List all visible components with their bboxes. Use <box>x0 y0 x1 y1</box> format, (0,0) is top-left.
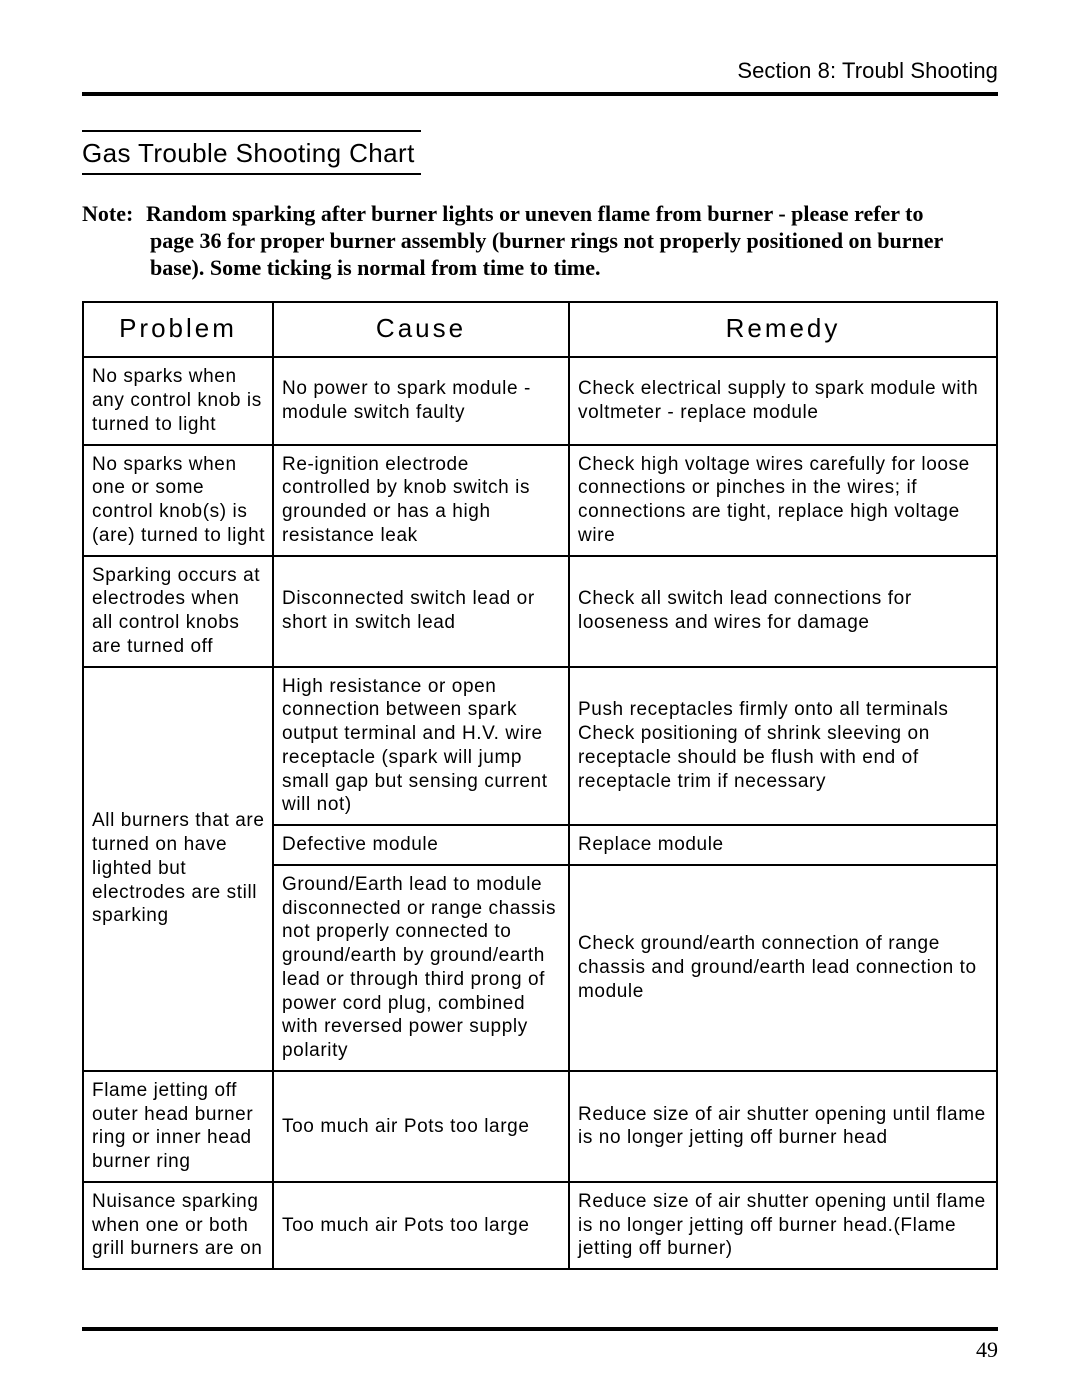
section-header: Section 8: Troubl Shooting <box>82 58 998 96</box>
cell-remedy: Check ground/earth connection of range c… <box>569 865 997 1071</box>
cell-remedy: Check electrical supply to spark module … <box>569 357 997 444</box>
cell-cause: Too much air Pots too large <box>273 1182 569 1269</box>
cell-problem: No sparks when any control knob is turne… <box>83 357 273 444</box>
cell-cause: Disconnected switch lead or short in swi… <box>273 556 569 667</box>
footer-rule <box>82 1327 998 1331</box>
cell-cause: Defective module <box>273 825 569 865</box>
cell-problem: Nuisance sparking when one or both grill… <box>83 1182 273 1269</box>
note-label: Note: <box>82 201 146 228</box>
cell-problem: All burners that are turned on have ligh… <box>83 667 273 1071</box>
table-row: No sparks when one or some control knob(… <box>83 445 997 556</box>
troubleshooting-table: Problem Cause Remedy No sparks when any … <box>82 301 998 1270</box>
table-row: No sparks when any control knob is turne… <box>83 357 997 444</box>
cell-remedy: Check high voltage wires carefully for l… <box>569 445 997 556</box>
table-row: All burners that are turned on have ligh… <box>83 667 997 826</box>
cell-remedy: Check all switch lead connections for lo… <box>569 556 997 667</box>
cell-cause: Too much air Pots too large <box>273 1071 569 1182</box>
table-row: Sparking occurs at electrodes when all c… <box>83 556 997 667</box>
cell-remedy: Push receptacles firmly onto all termina… <box>569 667 997 826</box>
col-header-cause: Cause <box>273 302 569 357</box>
note: Note:Random sparking after burner lights… <box>82 201 998 281</box>
cell-cause: High resistance or open connection betwe… <box>273 667 569 826</box>
note-line-3: base). Some ticking is normal from time … <box>150 255 998 282</box>
page: Section 8: Troubl Shooting Gas Trouble S… <box>0 0 1080 1397</box>
table-header-row: Problem Cause Remedy <box>83 302 997 357</box>
table-row: Flame jetting off outer head burner ring… <box>83 1071 997 1182</box>
cell-cause: No power to spark module - module switch… <box>273 357 569 444</box>
note-line-2: page 36 for proper burner assembly (burn… <box>150 228 998 255</box>
cell-problem: Sparking occurs at electrodes when all c… <box>83 556 273 667</box>
chart-title-rule: Gas Trouble Shooting Chart <box>82 130 421 175</box>
cell-remedy: Reduce size of air shutter opening until… <box>569 1182 997 1269</box>
cell-problem: Flame jetting off outer head burner ring… <box>83 1071 273 1182</box>
chart-title: Gas Trouble Shooting Chart <box>82 138 421 168</box>
col-header-remedy: Remedy <box>569 302 997 357</box>
col-header-problem: Problem <box>83 302 273 357</box>
cell-cause: Ground/Earth lead to module disconnected… <box>273 865 569 1071</box>
cell-remedy: Replace module <box>569 825 997 865</box>
note-line-1: Random sparking after burner lights or u… <box>146 201 924 226</box>
cell-problem: No sparks when one or some control knob(… <box>83 445 273 556</box>
cell-cause: Re-ignition electrode controlled by knob… <box>273 445 569 556</box>
cell-remedy: Reduce size of air shutter opening until… <box>569 1071 997 1182</box>
page-number: 49 <box>976 1337 998 1363</box>
table-row: Nuisance sparking when one or both grill… <box>83 1182 997 1269</box>
